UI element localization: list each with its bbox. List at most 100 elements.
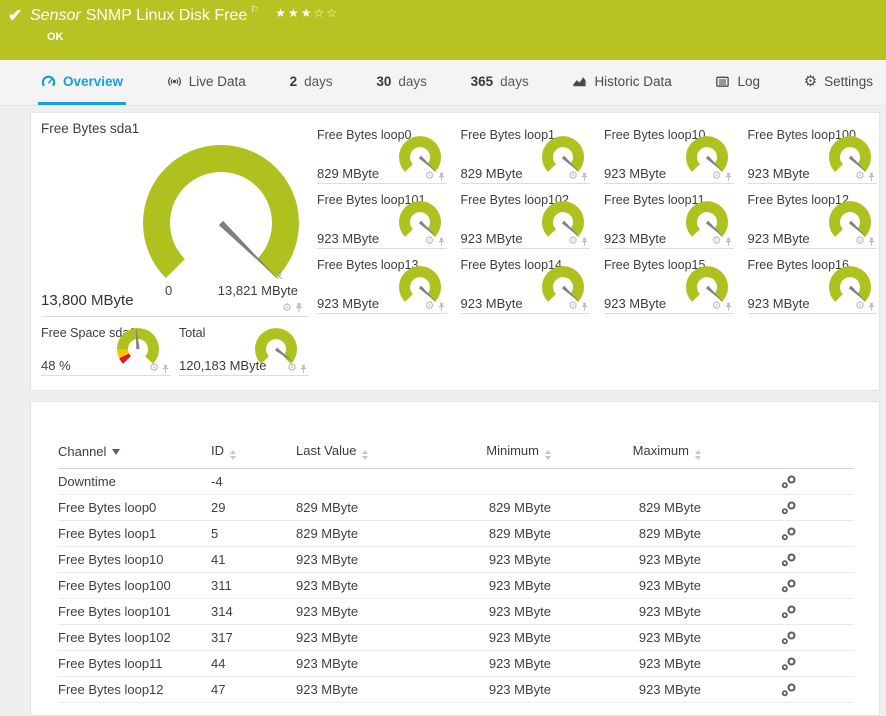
pin-icon[interactable]: [438, 237, 445, 247]
cell-minimum: 923 MByte: [426, 572, 551, 599]
cell-last-value: 829 MByte: [296, 520, 426, 547]
cell-minimum: 923 MByte: [426, 676, 551, 703]
pin-icon[interactable]: [295, 302, 303, 314]
tab-settings[interactable]: ⚙ Settings: [803, 72, 873, 90]
gauge-tile[interactable]: Free Space sda1 48 % ⚙: [41, 326, 171, 376]
tab-365-days[interactable]: 365 days: [470, 73, 529, 89]
col-header-actions: [701, 441, 854, 469]
gear-icon[interactable]: ⚙: [424, 170, 435, 182]
gauge-tile[interactable]: Free Bytes loop13 923 MByte ⚙: [317, 258, 447, 314]
gear-icon[interactable]: ⚙: [568, 300, 578, 312]
gauge-max-label: 13,821 MByte: [217, 283, 298, 298]
col-header-last-value[interactable]: Last Value: [296, 441, 426, 469]
channel-value: 829 MByte: [317, 166, 380, 181]
cell-maximum: 923 MByte: [551, 546, 701, 573]
gauge-tile[interactable]: Free Bytes loop16 923 MByte ⚙: [747, 258, 877, 314]
tab-historic-data[interactable]: Historic Data: [569, 60, 674, 105]
channel-settings-gears-icon[interactable]: [781, 682, 797, 697]
cell-minimum: 923 MByte: [426, 546, 551, 573]
channel-row[interactable]: Free Bytes loop102 317 923 MByte 923 MBy…: [58, 624, 854, 651]
channel-row[interactable]: Free Bytes loop1 5 829 MByte 829 MByte 8…: [58, 520, 854, 547]
channel-row[interactable]: Free Bytes loop101 314 923 MByte 923 MBy…: [58, 598, 854, 625]
col-header-minimum[interactable]: Minimum: [426, 441, 551, 469]
col-header-channel[interactable]: Channel: [58, 441, 211, 469]
gear-icon[interactable]: ⚙: [282, 302, 292, 314]
gauge-tile[interactable]: Free Bytes loop15 923 MByte ⚙: [604, 258, 734, 314]
gear-icon[interactable]: ⚙: [711, 300, 722, 312]
gauge-tile[interactable]: Free Bytes loop12 923 MByte ⚙: [747, 193, 877, 249]
gear-icon[interactable]: ⚙: [287, 362, 297, 374]
pin-icon[interactable]: [300, 364, 307, 374]
gauge-tile[interactable]: Total 120,183 MByte ⚙: [179, 326, 309, 376]
col-header-id[interactable]: ID: [211, 441, 296, 469]
pin-icon[interactable]: [438, 172, 445, 182]
cell-maximum: 923 MByte: [551, 572, 701, 599]
primary-gauge-tile[interactable]: Free Bytes sda1 x̄ 0 13,821 MByte 13,800…: [41, 121, 309, 317]
channel-row[interactable]: Free Bytes loop11 44 923 MByte 923 MByte…: [58, 650, 854, 677]
channel-settings-gears-icon[interactable]: [781, 474, 797, 489]
log-list-icon: [715, 74, 730, 89]
gauge-tile[interactable]: Free Bytes loop100 923 MByte ⚙: [747, 128, 877, 184]
channel-name: Free Bytes loop10: [604, 128, 706, 142]
gauge-tile[interactable]: Free Bytes loop14 923 MByte ⚙: [460, 258, 590, 314]
channel-row[interactable]: Free Bytes loop100 311 923 MByte 923 MBy…: [58, 572, 854, 599]
channel-settings-gears-icon[interactable]: [781, 500, 797, 515]
gauge-min-label: 0: [165, 283, 173, 298]
gauge-tile[interactable]: Free Bytes loop102 923 MByte ⚙: [460, 193, 590, 249]
channel-row[interactable]: Free Bytes loop0 29 829 MByte 829 MByte …: [58, 494, 854, 521]
gear-icon[interactable]: ⚙: [855, 235, 865, 247]
channel-value: 923 MByte: [604, 296, 667, 311]
gear-icon[interactable]: ⚙: [424, 300, 435, 312]
gauge-tile[interactable]: Free Bytes loop0 829 MByte ⚙: [317, 128, 447, 184]
channel-settings-gears-icon[interactable]: [781, 604, 797, 619]
pin-icon[interactable]: [581, 237, 588, 247]
tab-log[interactable]: Log: [712, 60, 763, 105]
gear-icon[interactable]: ⚙: [568, 170, 578, 182]
gear-icon[interactable]: ⚙: [855, 170, 865, 182]
channel-value: 120,183 MByte: [179, 358, 267, 373]
pin-icon[interactable]: [438, 302, 445, 312]
tab-30-days[interactable]: 30 days: [376, 73, 427, 89]
gear-icon[interactable]: ⚙: [424, 235, 435, 247]
gear-icon[interactable]: ⚙: [711, 170, 722, 182]
channel-settings-gears-icon[interactable]: [781, 630, 797, 645]
pin-icon[interactable]: [725, 172, 732, 182]
pin-icon[interactable]: [162, 364, 169, 374]
channel-name: Total: [179, 326, 206, 340]
channel-settings-gears-icon[interactable]: [781, 656, 797, 671]
cell-maximum: 923 MByte: [551, 650, 701, 677]
pin-icon[interactable]: [868, 302, 875, 312]
channel-row[interactable]: Free Bytes loop12 47 923 MByte 923 MByte…: [58, 676, 854, 703]
gear-icon[interactable]: ⚙: [568, 235, 578, 247]
gauge-tile[interactable]: Free Bytes loop1 829 MByte ⚙: [460, 128, 590, 184]
status-badge: OK: [47, 31, 64, 43]
gauge-tile[interactable]: Free Bytes loop101 923 MByte ⚙: [317, 193, 447, 249]
tab-2-days[interactable]: 2 days: [289, 73, 333, 89]
gauge-tile[interactable]: Free Bytes loop11 923 MByte ⚙: [604, 193, 734, 249]
gauge-dial: [684, 134, 730, 180]
pin-icon[interactable]: [581, 172, 588, 182]
cell-maximum: 923 MByte: [551, 624, 701, 651]
gauge-dial: [827, 199, 873, 245]
gear-icon[interactable]: ⚙: [711, 235, 722, 247]
pin-icon[interactable]: [725, 302, 732, 312]
channel-row[interactable]: Free Bytes loop10 41 923 MByte 923 MByte…: [58, 546, 854, 573]
gear-icon[interactable]: ⚙: [855, 300, 865, 312]
cell-minimum: 829 MByte: [426, 520, 551, 547]
channel-settings-gears-icon[interactable]: [781, 526, 797, 541]
channel-settings-gears-icon[interactable]: [781, 552, 797, 567]
cell-maximum: [551, 468, 701, 495]
tab-overview[interactable]: Overview: [38, 60, 127, 105]
gear-icon[interactable]: ⚙: [149, 362, 159, 374]
pin-icon[interactable]: [868, 172, 875, 182]
col-header-maximum[interactable]: Maximum: [551, 441, 701, 469]
channel-settings-gears-icon[interactable]: [781, 578, 797, 593]
channel-row[interactable]: Downtime -4: [58, 468, 854, 495]
cell-minimum: 923 MByte: [426, 650, 551, 677]
pin-icon[interactable]: [581, 302, 588, 312]
tab-live-data[interactable]: Live Data: [164, 60, 249, 105]
pin-icon[interactable]: [725, 237, 732, 247]
priority-stars[interactable]: ★★★☆☆: [275, 6, 339, 20]
pin-icon[interactable]: [868, 237, 875, 247]
gauge-tile[interactable]: Free Bytes loop10 923 MByte ⚙: [604, 128, 734, 184]
